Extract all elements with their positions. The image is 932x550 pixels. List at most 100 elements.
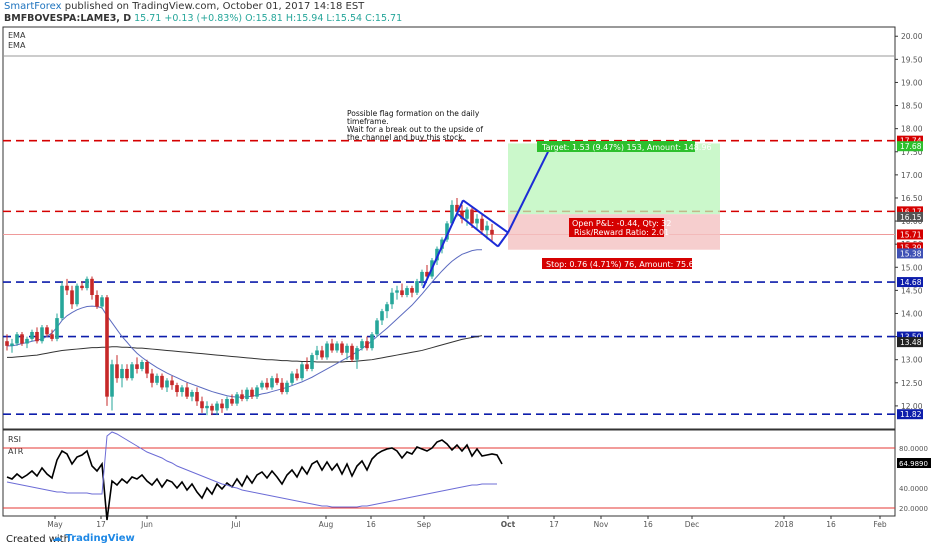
candle-body: [40, 327, 44, 342]
candle-body: [250, 389, 254, 397]
candle-body: [365, 341, 369, 349]
price-label-box: [897, 206, 923, 217]
price-change: +0.13 (+0.83%): [164, 13, 243, 24]
candle-body: [45, 327, 49, 335]
price-tick-label: 14.50: [901, 286, 923, 295]
candle-body: [125, 368, 129, 379]
price-tick-label: 15.00: [901, 263, 923, 272]
price-tick-label: 17.00: [901, 171, 923, 180]
time-tick-label: 2018: [774, 520, 793, 529]
rsi-atr-pane: [2, 429, 896, 517]
candle-body: [10, 343, 14, 346]
time-tick-label: Jul: [230, 520, 240, 529]
price-label: 17.68: [900, 142, 922, 151]
candle-body: [275, 378, 279, 383]
candle-body: [225, 398, 229, 409]
candle-body: [490, 229, 494, 235]
candle-body: [85, 278, 89, 289]
candle-body: [445, 223, 449, 240]
ema-legend-1[interactable]: EMA: [8, 31, 26, 40]
candle-body: [135, 364, 139, 369]
horizontal-levels: [3, 139, 895, 416]
ema-lines: [7, 249, 483, 398]
candle-body: [400, 290, 404, 295]
candle-body: [410, 288, 414, 293]
candle-body: [25, 338, 29, 344]
candle-body: [205, 405, 209, 409]
candle-body: [415, 281, 419, 293]
price-label: 16.17: [900, 207, 922, 216]
time-tick-label: Oct: [501, 520, 516, 529]
price-label-box: [897, 277, 923, 288]
candle-body: [70, 290, 74, 305]
candle-body: [95, 295, 99, 307]
candle-body: [190, 392, 194, 397]
rsi-value-box: [897, 458, 931, 469]
rsi-line: [6, 439, 503, 521]
atr-legend[interactable]: ATR: [8, 447, 24, 456]
time-tick-label: May: [47, 520, 63, 529]
author-name[interactable]: SmartForex: [4, 1, 62, 12]
candle-body: [285, 382, 289, 393]
price-tick-label: 16.50: [901, 194, 923, 203]
price-label: 16.15: [900, 213, 922, 222]
published-text: published on TradingView.com, October 01…: [64, 1, 365, 12]
candle-body: [360, 341, 364, 349]
price-label-box: [897, 135, 923, 146]
open-pnl-label: Open P&L: -0.44, Qty: 32: [572, 219, 671, 228]
time-axis[interactable]: May 17 Jun Jul Aug 16 Sep Oct 17 Nov 16 Dec 2018 16 Fe…: [47, 516, 887, 529]
flag-lower-line: [457, 213, 499, 248]
candle-body: [230, 398, 234, 404]
pnl-label-box: [569, 218, 664, 237]
target-label-box: [537, 141, 695, 152]
price-axis[interactable]: 20.00 19.50 19.00 18.50 18.00 17.50 17.00 16.50…: [895, 32, 923, 420]
candle-body: [390, 292, 394, 305]
symbol-name: BMFBOVESPA:LAME3, D: [4, 13, 132, 24]
price-label-box: [897, 229, 923, 240]
stop-label-box: [542, 258, 692, 269]
risk-reward-label: Risk/Reward Ratio: 2.01: [574, 228, 669, 237]
rsi-legend[interactable]: RSI: [8, 435, 21, 444]
note-line-2: timeframe.: [347, 117, 389, 126]
candle-body: [180, 387, 184, 393]
candle-body: [385, 304, 389, 312]
price-tick-label: 13.00: [901, 356, 923, 365]
candle-body: [450, 204, 454, 224]
position-zones: [508, 143, 720, 250]
candle-body: [265, 382, 269, 388]
candle-body: [185, 387, 189, 397]
candle-body: [165, 380, 169, 388]
ema-legend-2[interactable]: EMA: [8, 41, 26, 50]
price-tick-label: 18.00: [901, 125, 923, 134]
candle-body: [155, 375, 159, 383]
candle-body: [300, 364, 304, 379]
price-tick-label: 19.50: [901, 55, 923, 64]
tradingview-logo[interactable]: ☁ TradingView: [52, 533, 135, 544]
note-line-1: Possible flag formation on the daily: [347, 109, 480, 118]
candle-body: [465, 209, 469, 219]
time-tick-label: 16: [643, 520, 653, 529]
ohlc-values: O:15.81 H:15.94 L:15.54 C:15.71: [245, 13, 403, 24]
candle-body: [370, 334, 374, 349]
candle-body: [80, 285, 84, 289]
candle-body: [455, 204, 459, 212]
candle-body: [405, 288, 409, 295]
ema-slow-line: [7, 335, 483, 363]
flag-pattern[interactable]: [422, 151, 549, 289]
time-tick-label: 16: [366, 520, 376, 529]
time-tick-label: Jun: [140, 520, 153, 529]
candle-body: [315, 350, 319, 356]
target-zone[interactable]: [508, 143, 720, 215]
candle-body: [210, 405, 214, 411]
analysis-note[interactable]: Possible flag formation on the daily tim…: [347, 109, 483, 142]
stop-label: Stop: 0.76 (4.71%) 76, Amount: 75.68: [546, 260, 699, 269]
candle-body: [65, 285, 69, 291]
candle-body: [470, 209, 474, 224]
candle-body: [150, 373, 154, 383]
time-tick-label: Nov: [594, 520, 609, 529]
price-label: 15.71: [900, 230, 922, 239]
price-tick-label: 19.00: [901, 78, 923, 87]
rsi-axis-label: 64.9890: [899, 460, 928, 468]
price-label: 15.39: [900, 243, 922, 252]
price-chart[interactable]: EMA EMA RSI ATR Target: 1.53 (9.47%) 153…: [0, 26, 932, 530]
